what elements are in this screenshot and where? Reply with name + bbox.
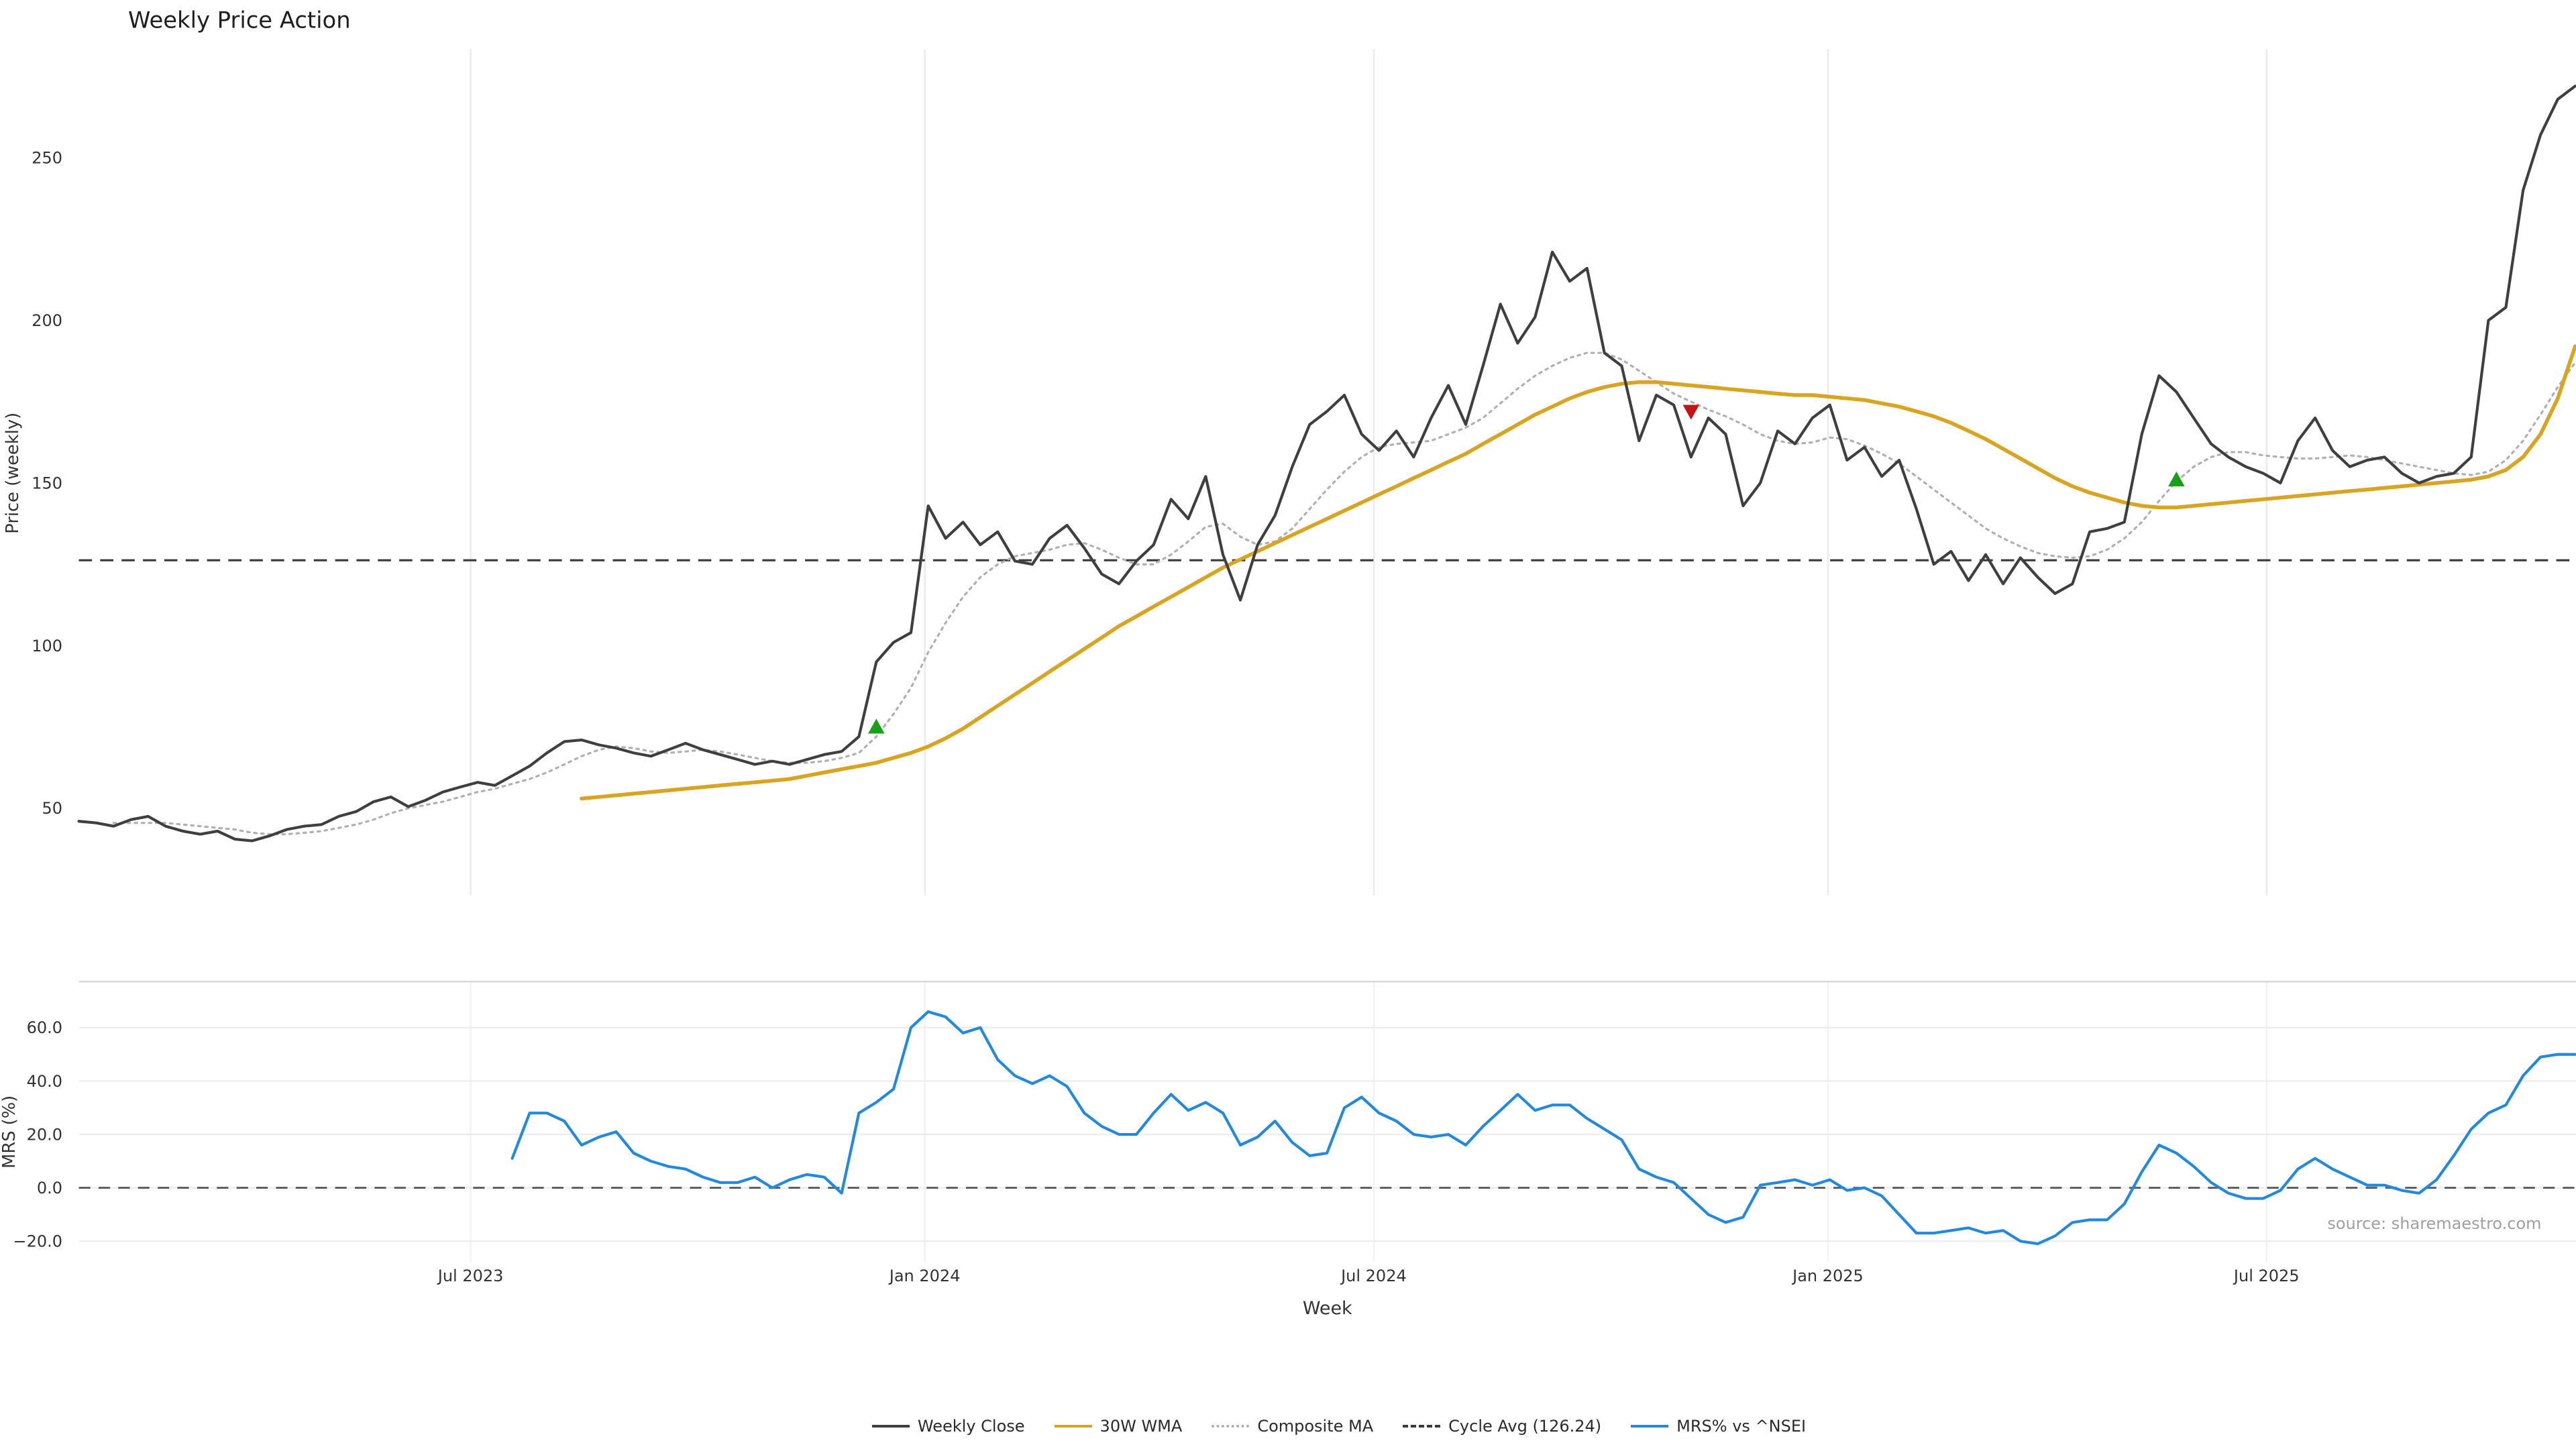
- legend-item-mrs-vs-nsei: MRS% vs ^NSEI: [1631, 1417, 1806, 1436]
- x-tick-label: Jul 2023: [437, 1267, 504, 1285]
- buy-signal-marker: [868, 718, 885, 734]
- x-tick-label: Jul 2024: [1340, 1267, 1407, 1285]
- x-tick-label: Jan 2025: [1791, 1267, 1864, 1285]
- composite-ma-line: [112, 352, 2576, 836]
- mrs-y-tick-label: 40.0: [27, 1072, 62, 1091]
- price-y-axis-label: Price (weekly): [3, 413, 23, 534]
- source-note: source: sharemaestro.com: [2327, 1214, 2541, 1233]
- sell-signal-marker: [1682, 405, 1700, 420]
- price-y-tick-label: 150: [32, 474, 62, 492]
- legend-line-sample-dashed: [1403, 1425, 1441, 1428]
- price-panel: 250 200 150 100 50: [32, 49, 2576, 896]
- legend-item-30w-wma: 30W WMA: [1054, 1417, 1183, 1436]
- legend-label: MRS% vs ^NSEI: [1676, 1417, 1807, 1436]
- legend-line-sample-dotted: [1212, 1425, 1250, 1428]
- price-y-tick-label: 100: [32, 637, 62, 655]
- legend-item-cycle-avg-126-24: Cycle Avg (126.24): [1403, 1417, 1601, 1436]
- 30w-wma-line: [580, 344, 2576, 801]
- legend-item-weekly-close: Weekly Close: [871, 1417, 1025, 1436]
- x-axis-label: Week: [1303, 1298, 1352, 1319]
- chart-title: Weekly Price Action: [128, 7, 351, 34]
- legend-label: Cycle Avg (126.24): [1448, 1417, 1602, 1436]
- legend-label: 30W WMA: [1099, 1417, 1183, 1436]
- mrs-vs-nsei-line: [511, 1010, 2576, 1246]
- legend-line-sample-solid: [871, 1425, 910, 1428]
- mrs-panel: Jul 2023 Jan 2024 Jul 2024 Jan 2025 Jul 2025…: [13, 981, 2576, 1285]
- mrs-y-axis-label: MRS (%): [0, 1095, 19, 1169]
- mrs-y-tick-label: 0.0: [37, 1179, 62, 1197]
- price-y-tick-label: 50: [42, 799, 63, 818]
- legend-row: Weekly Close 30W WMA Composite MA Cycle Avg…: [871, 1417, 1806, 1436]
- mrs-y-tick-label: −20.0: [13, 1232, 63, 1251]
- buy-signal-marker: [2168, 471, 2185, 486]
- price-y-tick-label: 200: [32, 311, 62, 330]
- x-tick-label: Jan 2024: [888, 1267, 961, 1285]
- mrs-y-tick-label: 20.0: [27, 1125, 62, 1144]
- legend-label: Composite MA: [1257, 1417, 1374, 1436]
- legend: Weekly Close 30W WMA Composite MA Cycle Avg…: [0, 1417, 2576, 1436]
- mrs-y-tick-label: 60.0: [27, 1018, 62, 1037]
- legend-item-composite-ma: Composite MA: [1212, 1417, 1373, 1436]
- legend-line-sample-solid: [1631, 1425, 1669, 1428]
- x-tick-label: Jul 2025: [2233, 1267, 2300, 1285]
- legend-label: Weekly Close: [917, 1417, 1025, 1436]
- price-y-tick-label: 250: [32, 148, 62, 167]
- legend-line-sample-solid: [1054, 1425, 1092, 1428]
- weekly-close-line: [77, 85, 2576, 843]
